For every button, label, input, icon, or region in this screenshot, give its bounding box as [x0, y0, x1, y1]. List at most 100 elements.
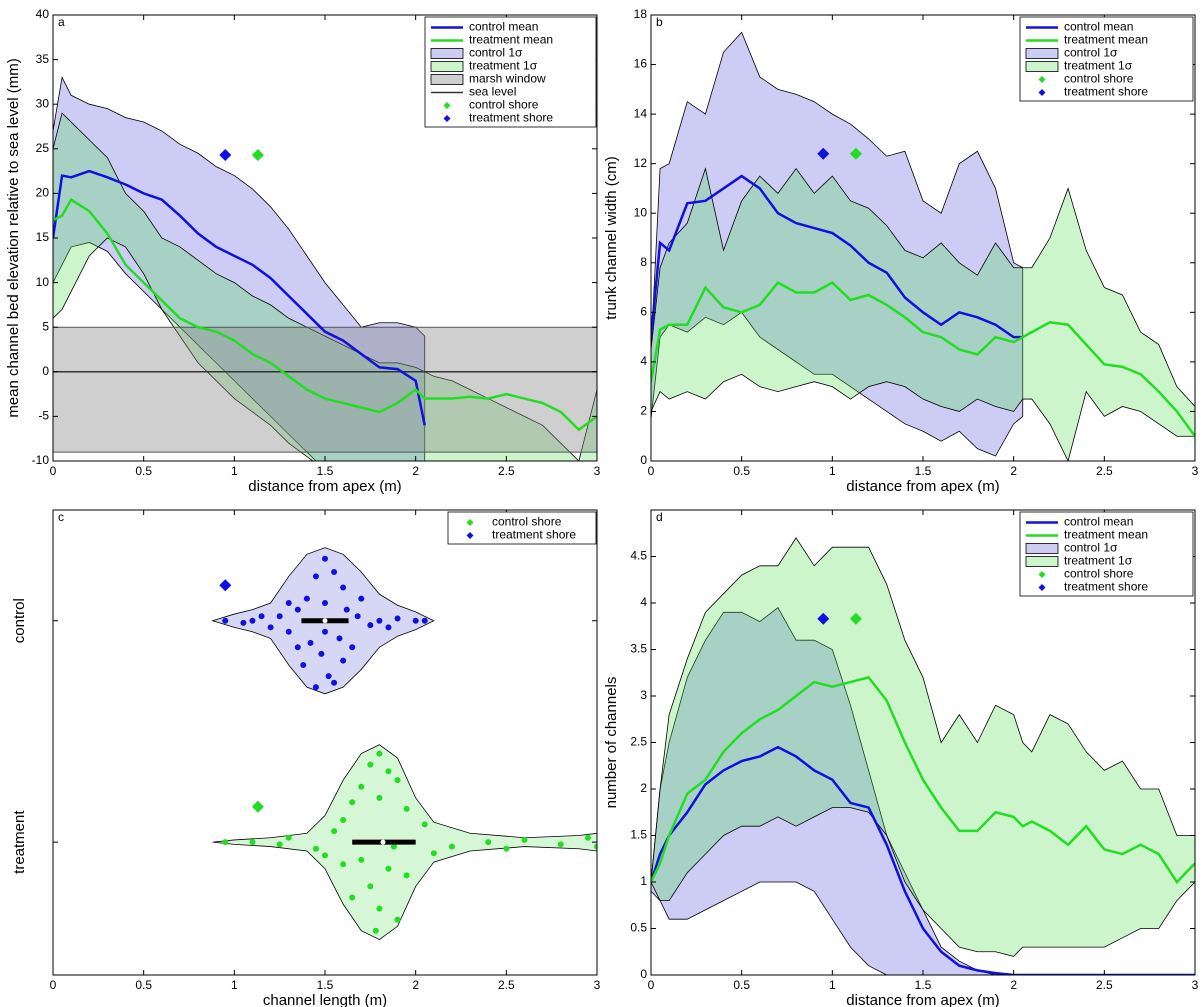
- y-tick-label: 30: [36, 96, 50, 110]
- legend-box: [1019, 16, 1194, 102]
- violin-point: [322, 600, 328, 606]
- legend-label: treatment mean: [469, 33, 553, 47]
- shore-marker: [817, 147, 830, 160]
- x-tick-label: 3: [1192, 978, 1199, 992]
- violin-point: [340, 861, 347, 868]
- sigma-band: [651, 607, 1195, 975]
- violin-point: [376, 905, 383, 912]
- violin-point: [267, 624, 274, 631]
- legend-label: treatment mean: [1064, 33, 1148, 47]
- violin-point: [349, 799, 356, 806]
- legend-swatch: [1038, 89, 1046, 96]
- y-tick-label: 18: [634, 7, 648, 21]
- violin-point: [584, 834, 591, 841]
- violin-point: [349, 644, 356, 651]
- legend-swatch: [1038, 571, 1046, 578]
- x-tick-label: 1.5: [915, 978, 932, 992]
- legend-box: [447, 511, 597, 545]
- violin-point: [485, 839, 492, 846]
- x-tick-label: 0.5: [733, 464, 750, 478]
- violin-point: [448, 843, 455, 850]
- sigma-band: [651, 31, 1024, 457]
- violin-point: [358, 783, 365, 790]
- violin-point: [312, 684, 319, 691]
- x-tick-label: 1: [231, 978, 238, 992]
- y-tick-label: 2: [640, 404, 647, 418]
- mean-line: [651, 745, 1195, 975]
- sigma-band: [53, 76, 426, 461]
- shore-marker: [251, 800, 264, 813]
- median: [322, 618, 328, 624]
- x-tick-label: 1.5: [317, 978, 334, 992]
- legend-swatch: [443, 102, 451, 109]
- y-tick-label: 10: [36, 275, 50, 289]
- x-axis-label: distance from apex (m): [248, 478, 401, 495]
- violin-point: [421, 821, 428, 828]
- violin-point: [403, 872, 410, 879]
- violin-point: [222, 617, 229, 624]
- shore-marker: [849, 147, 862, 160]
- legend-swatch: [430, 48, 464, 59]
- violin-point: [557, 841, 564, 848]
- shore-marker: [849, 612, 862, 625]
- violin-point: [349, 894, 356, 901]
- legend-label: treatment shore: [492, 528, 576, 542]
- plot-frame: [650, 14, 1196, 462]
- y-tick-label: 16: [634, 57, 648, 71]
- x-tick-label: 1.5: [317, 464, 334, 478]
- plot-area: [651, 31, 1195, 461]
- violin-point: [331, 679, 338, 686]
- y-tick-label: 25: [36, 141, 50, 155]
- legend-label: control mean: [469, 20, 538, 34]
- x-tick-label: 0: [648, 464, 655, 478]
- y-tick-label: 0: [640, 453, 647, 467]
- x-tick-label: 1: [231, 464, 238, 478]
- x-tick-label: 2.5: [1096, 978, 1113, 992]
- y-tick-label: 15: [36, 230, 50, 244]
- legend-swatch: [1025, 48, 1059, 59]
- y-tick-label: 0: [640, 967, 647, 981]
- x-tick-label: 2.5: [498, 978, 515, 992]
- violin-point: [343, 606, 350, 613]
- violin-point: [340, 817, 347, 823]
- legend-label: control 1σ: [469, 46, 523, 60]
- shore-marker: [251, 149, 264, 162]
- y-tick-label: 4: [640, 595, 647, 609]
- shore-marker: [219, 149, 232, 162]
- y-tick-label: 35: [36, 52, 50, 66]
- x-tick-label: 3: [594, 464, 601, 478]
- legend-label: treatment mean: [1064, 528, 1148, 542]
- violin-point: [336, 635, 343, 642]
- violin-point: [358, 595, 365, 602]
- y-axis-label: number of channels: [603, 677, 620, 809]
- x-tick-label: 2: [412, 464, 419, 478]
- violin-point: [390, 843, 397, 850]
- y-axis-label: mean channel bed elevation relative to s…: [5, 58, 22, 417]
- panel-label: b: [656, 15, 663, 29]
- plot-frame: [52, 14, 598, 462]
- mean-line: [53, 169, 426, 426]
- violin-point: [403, 805, 410, 812]
- x-tick-label: 0.5: [733, 978, 750, 992]
- violin-point: [312, 845, 319, 852]
- panel-label: c: [58, 510, 64, 524]
- legend-label: treatment 1σ: [469, 59, 538, 73]
- violin-point: [412, 617, 419, 624]
- y-tick-label: -10: [32, 453, 50, 467]
- violin-point: [421, 617, 428, 624]
- x-tick-label: 0: [50, 464, 57, 478]
- violin-point: [503, 845, 510, 852]
- legend-swatch: [1025, 61, 1059, 72]
- plot-frame: [650, 509, 1196, 976]
- x-tick-label: 2.5: [1096, 464, 1113, 478]
- violin-point: [322, 628, 328, 635]
- median: [380, 839, 386, 845]
- violin-point: [294, 644, 301, 651]
- legend-swatch: [1025, 556, 1059, 567]
- violin-point: [354, 613, 361, 620]
- y-tick-label: 1: [640, 874, 647, 888]
- violin-point: [331, 828, 338, 835]
- legend-label: control mean: [1064, 20, 1133, 34]
- legend-label: marsh window: [469, 72, 546, 86]
